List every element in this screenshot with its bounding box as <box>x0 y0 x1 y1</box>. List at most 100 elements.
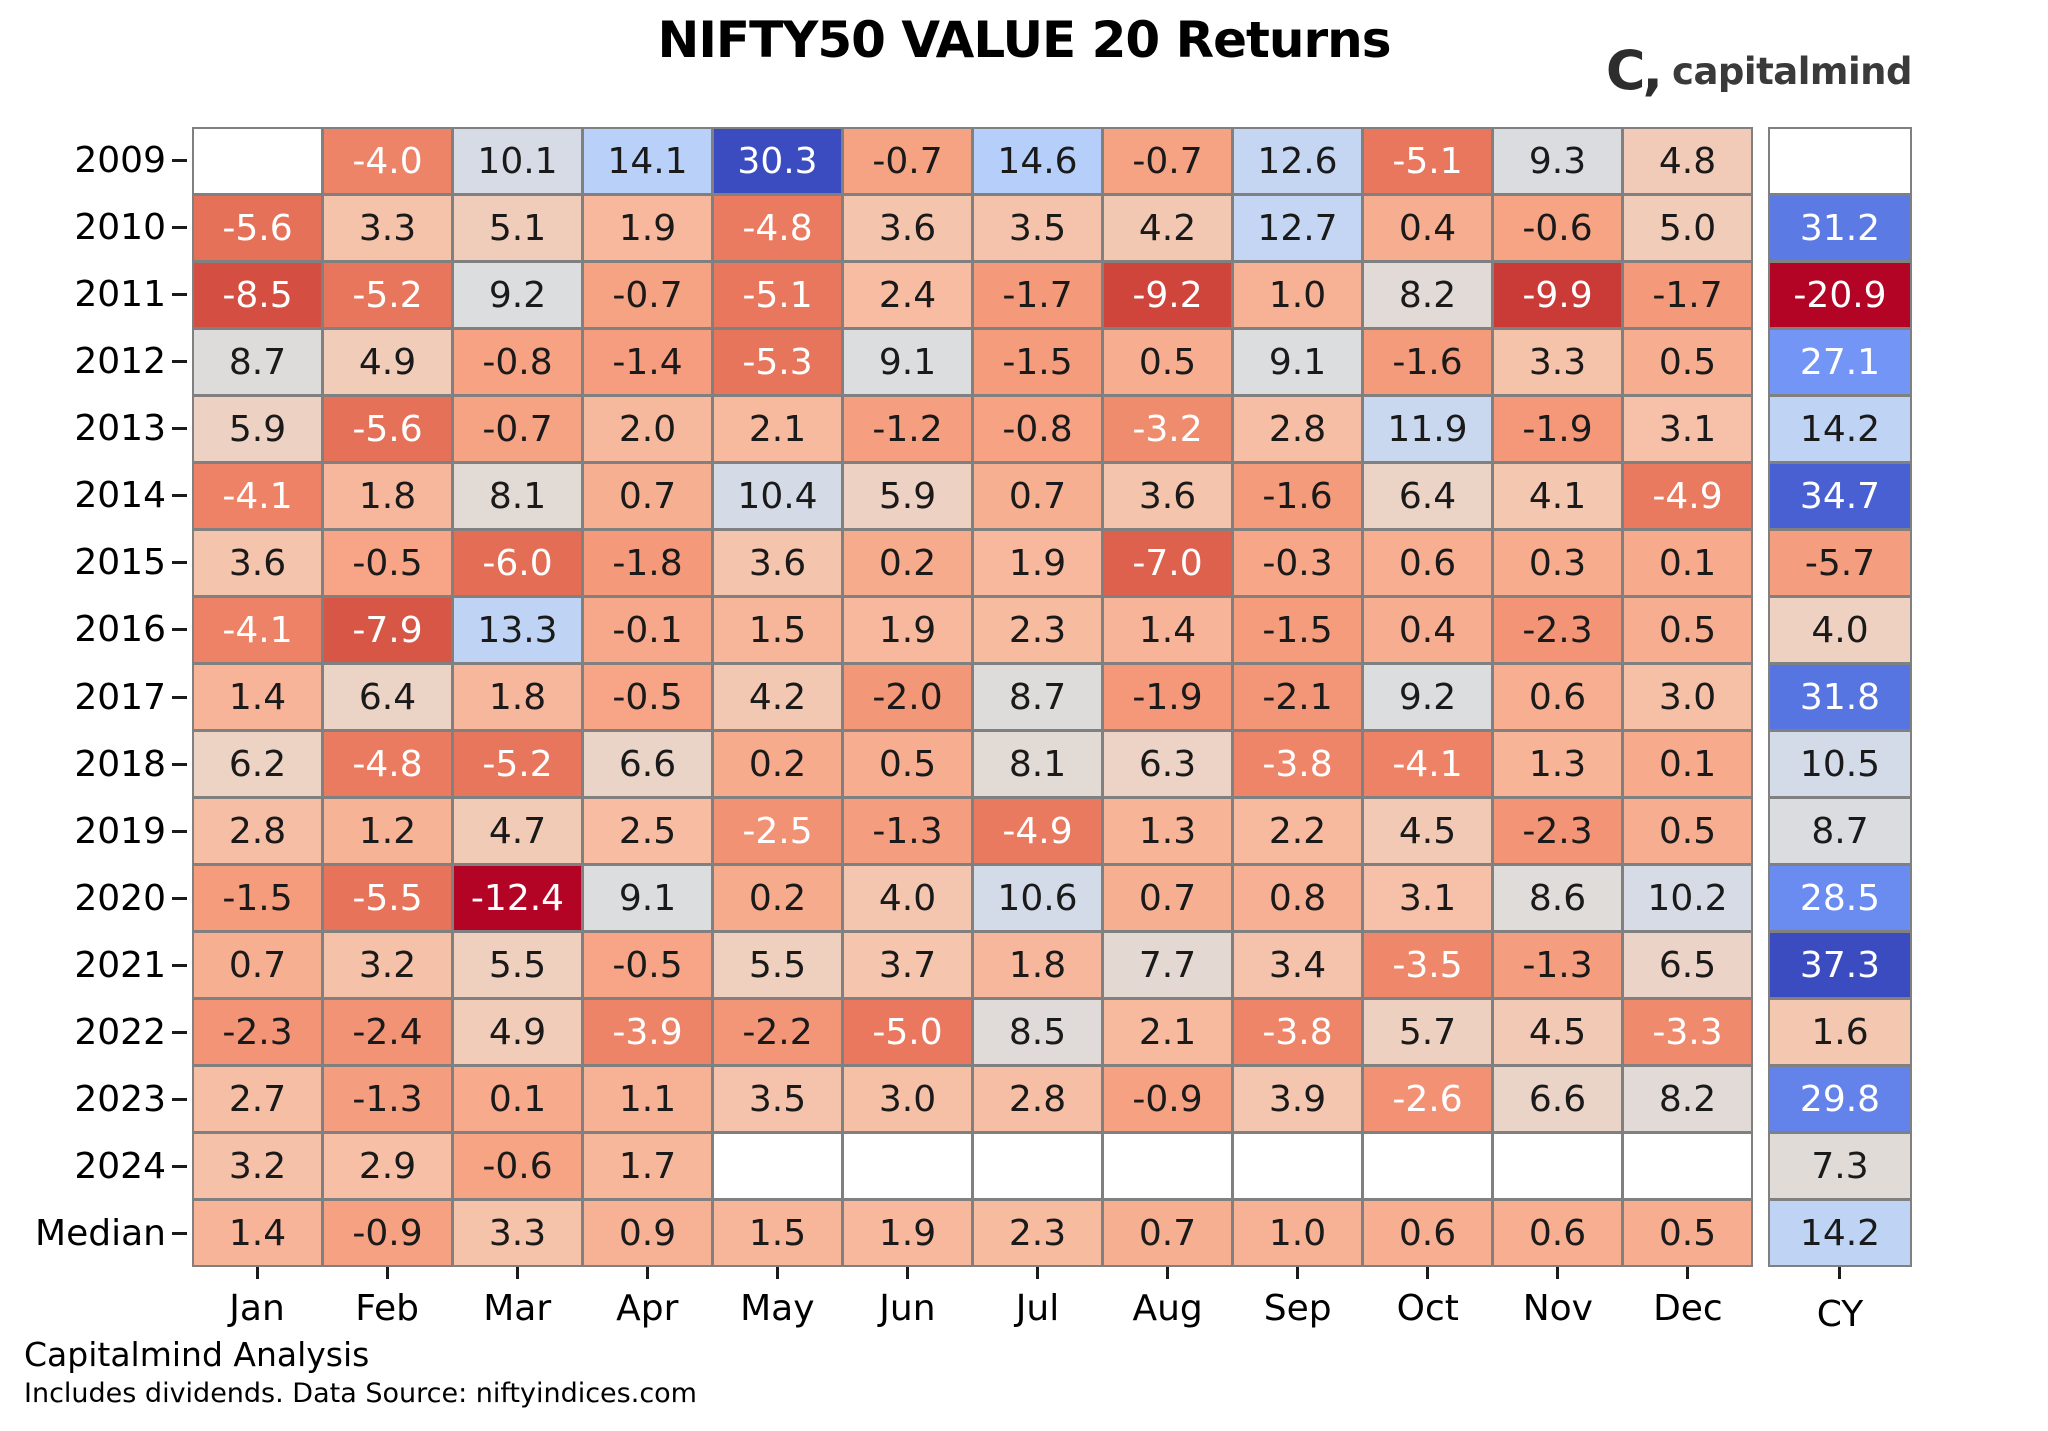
heatmap-cell: 3.3 <box>324 196 451 260</box>
heatmap-cell: 0.7 <box>584 464 711 528</box>
x-axis-label: Sep <box>1263 1288 1332 1329</box>
axis-tick <box>172 932 187 999</box>
heatmap-cell: -2.6 <box>1364 1067 1491 1131</box>
heatmap-cell: 14.6 <box>974 129 1101 193</box>
footer-analysis-credit: Capitalmind Analysis <box>24 1335 370 1374</box>
heatmap-cell: -12.4 <box>454 866 581 930</box>
heatmap-cell-empty <box>844 1134 971 1198</box>
heatmap-cell: 5.9 <box>844 464 971 528</box>
heatmap-cell: 1.1 <box>584 1067 711 1131</box>
cy-heatmap-cell: 8.7 <box>1770 799 1910 863</box>
heatmap-cell: 3.6 <box>844 196 971 260</box>
heatmap-cell: -1.2 <box>844 397 971 461</box>
heatmap-cell: 9.1 <box>584 866 711 930</box>
heatmap-cell: 1.0 <box>1234 263 1361 327</box>
heatmap-cell: -3.2 <box>1104 397 1231 461</box>
heatmap-cell: 4.9 <box>454 1000 581 1064</box>
heatmap-cell: -0.7 <box>1104 129 1231 193</box>
axis-tick <box>972 1267 1102 1279</box>
heatmap-cell: 14.1 <box>584 129 711 193</box>
x-axis-label: Oct <box>1396 1288 1459 1329</box>
heatmap-cell: -0.3 <box>1234 531 1361 595</box>
heatmap-cell: 0.1 <box>1624 531 1751 595</box>
heatmap-cell: -9.9 <box>1494 263 1621 327</box>
heatmap-cell: 6.3 <box>1104 732 1231 796</box>
heatmap-cell: 5.1 <box>454 196 581 260</box>
heatmap-cell: 2.9 <box>324 1134 451 1198</box>
heatmap-cell: 9.2 <box>1364 665 1491 729</box>
x-axis-label: Jun <box>879 1288 936 1329</box>
x-axis-label: Aug <box>1132 1288 1203 1329</box>
heatmap-cell: 6.6 <box>584 732 711 796</box>
heatmap-cell: 8.7 <box>974 665 1101 729</box>
y-axis-label: 2015 <box>74 542 166 584</box>
heatmap-cell: -5.0 <box>844 1000 971 1064</box>
heatmap-cell: 1.9 <box>974 531 1101 595</box>
y-axis-label: 2022 <box>74 1011 166 1053</box>
heatmap-cell: -4.1 <box>194 598 321 662</box>
heatmap-cell: 5.5 <box>454 933 581 997</box>
heatmap-cell: 4.5 <box>1364 799 1491 863</box>
heatmap-cell: -2.1 <box>1234 665 1361 729</box>
heatmap-cell: -2.5 <box>714 799 841 863</box>
heatmap-cell: -1.3 <box>1494 933 1621 997</box>
heatmap-cell: 0.5 <box>1624 330 1751 394</box>
axis-tick <box>1623 1267 1753 1279</box>
heatmap-cell: 1.9 <box>844 598 971 662</box>
heatmap-cell: -0.7 <box>454 397 581 461</box>
heatmap-cell: -4.1 <box>1364 732 1491 796</box>
x-axis-ticks <box>192 1267 1753 1279</box>
heatmap-cell: 3.3 <box>1494 330 1621 394</box>
heatmap-cell: 5.9 <box>194 397 321 461</box>
heatmap-cell: 0.7 <box>1104 866 1231 930</box>
heatmap-cell: 0.6 <box>1364 531 1491 595</box>
heatmap-cell: -1.5 <box>194 866 321 930</box>
axis-tick <box>172 664 187 731</box>
capitalmind-logo: C, capitalmind <box>1606 44 1913 98</box>
footer-data-source: Includes dividends. Data Source: niftyin… <box>24 1378 697 1409</box>
heatmap-cell: -0.8 <box>974 397 1101 461</box>
heatmap-cell-empty <box>714 1134 841 1198</box>
heatmap-cell: 2.1 <box>1104 1000 1231 1064</box>
heatmap-cell-empty <box>1104 1134 1231 1198</box>
cy-heatmap-cell: -5.7 <box>1770 531 1910 595</box>
axis-tick <box>172 999 187 1066</box>
cy-heatmap-cell: 14.2 <box>1770 1201 1910 1265</box>
y-axis-label: 2009 <box>74 140 166 182</box>
heatmap-cell: 3.7 <box>844 933 971 997</box>
heatmap-cell: 12.7 <box>1234 196 1361 260</box>
cy-heatmap-cell: 27.1 <box>1770 330 1910 394</box>
heatmap-cell: 5.5 <box>714 933 841 997</box>
cy-heatmap-cell: 7.3 <box>1770 1134 1910 1198</box>
heatmap-cell: 1.5 <box>714 1201 841 1265</box>
heatmap-cell: 3.5 <box>714 1067 841 1131</box>
heatmap-cell: 0.3 <box>1494 531 1621 595</box>
y-axis-label: 2018 <box>74 743 166 785</box>
axis-tick <box>1233 1267 1363 1279</box>
y-axis-label: 2021 <box>74 944 166 986</box>
axis-tick <box>172 261 187 328</box>
heatmap-cell: 1.3 <box>1104 799 1231 863</box>
y-axis-label: Median <box>35 1213 166 1255</box>
heatmap-cell: -3.8 <box>1234 1000 1361 1064</box>
heatmap-cell: 1.4 <box>1104 598 1231 662</box>
heatmap-cell: 0.7 <box>1104 1201 1231 1265</box>
axis-tick <box>172 328 187 395</box>
heatmap-cell: -3.8 <box>1234 732 1361 796</box>
cy-heatmap-cell: 10.5 <box>1770 732 1910 796</box>
cy-heatmap-cell: -20.9 <box>1770 263 1910 327</box>
heatmap-cell: 10.2 <box>1624 866 1751 930</box>
heatmap-cell: -2.4 <box>324 1000 451 1064</box>
heatmap-cell: -2.0 <box>844 665 971 729</box>
heatmap-cell: 8.5 <box>974 1000 1101 1064</box>
heatmap-cell: 9.1 <box>1234 330 1361 394</box>
heatmap-cell: -4.0 <box>324 129 451 193</box>
heatmap-cell: -1.8 <box>584 531 711 595</box>
heatmap-cell: 8.1 <box>454 464 581 528</box>
axis-tick <box>172 798 187 865</box>
x-axis-label: Dec <box>1653 1288 1723 1329</box>
heatmap-cell: -1.6 <box>1364 330 1491 394</box>
y-axis-ticks <box>172 127 187 1267</box>
axis-tick <box>172 1066 187 1133</box>
heatmap-cell: 3.2 <box>194 1134 321 1198</box>
